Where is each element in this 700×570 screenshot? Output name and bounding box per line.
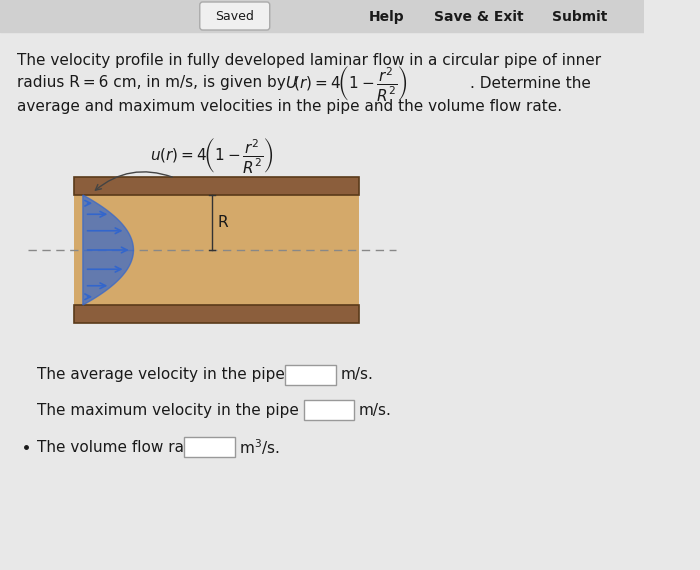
Text: The volume flow rate is: The volume flow rate is (37, 439, 216, 454)
Bar (74, 177, 359, 195)
Bar (0, 0, 645, 32)
Text: Saved: Saved (216, 10, 254, 23)
Text: The velocity profile in fully developed laminar flow in a circular pipe of inner: The velocity profile in fully developed … (17, 52, 601, 67)
Text: $u(r)=4\!\left(1-\dfrac{r^2}{R^2}\right)$: $u(r)=4\!\left(1-\dfrac{r^2}{R^2}\right)… (150, 136, 274, 175)
Text: Help: Help (369, 10, 405, 24)
Text: m/s.: m/s. (359, 402, 392, 417)
Bar (74, 305, 359, 323)
Text: . Determine the: . Determine the (470, 75, 590, 91)
FancyBboxPatch shape (286, 365, 336, 385)
Text: Submit: Submit (552, 10, 608, 24)
Text: average and maximum velocities in the pipe and the volume flow rate.: average and maximum velocities in the pi… (17, 99, 561, 113)
Polygon shape (83, 195, 134, 305)
Text: $U\!\left(r\right)=4\!\left(1-\dfrac{r^2}{R^2}\right)$: $U\!\left(r\right)=4\!\left(1-\dfrac{r^2… (286, 63, 408, 103)
Text: R: R (217, 215, 228, 230)
Text: The maximum velocity in the pipe is: The maximum velocity in the pipe is (37, 402, 316, 417)
Text: m$^3$/s.: m$^3$/s. (239, 437, 280, 457)
Text: Save & Exit: Save & Exit (434, 10, 524, 24)
FancyBboxPatch shape (184, 437, 234, 457)
Text: m/s.: m/s. (341, 368, 374, 382)
Bar (74, 195, 359, 305)
FancyBboxPatch shape (304, 400, 354, 420)
Text: The average velocity in the pipe is: The average velocity in the pipe is (37, 368, 302, 382)
Text: radius R = 6 cm, in m/s, is given by: radius R = 6 cm, in m/s, is given by (17, 75, 290, 91)
FancyBboxPatch shape (199, 2, 270, 30)
